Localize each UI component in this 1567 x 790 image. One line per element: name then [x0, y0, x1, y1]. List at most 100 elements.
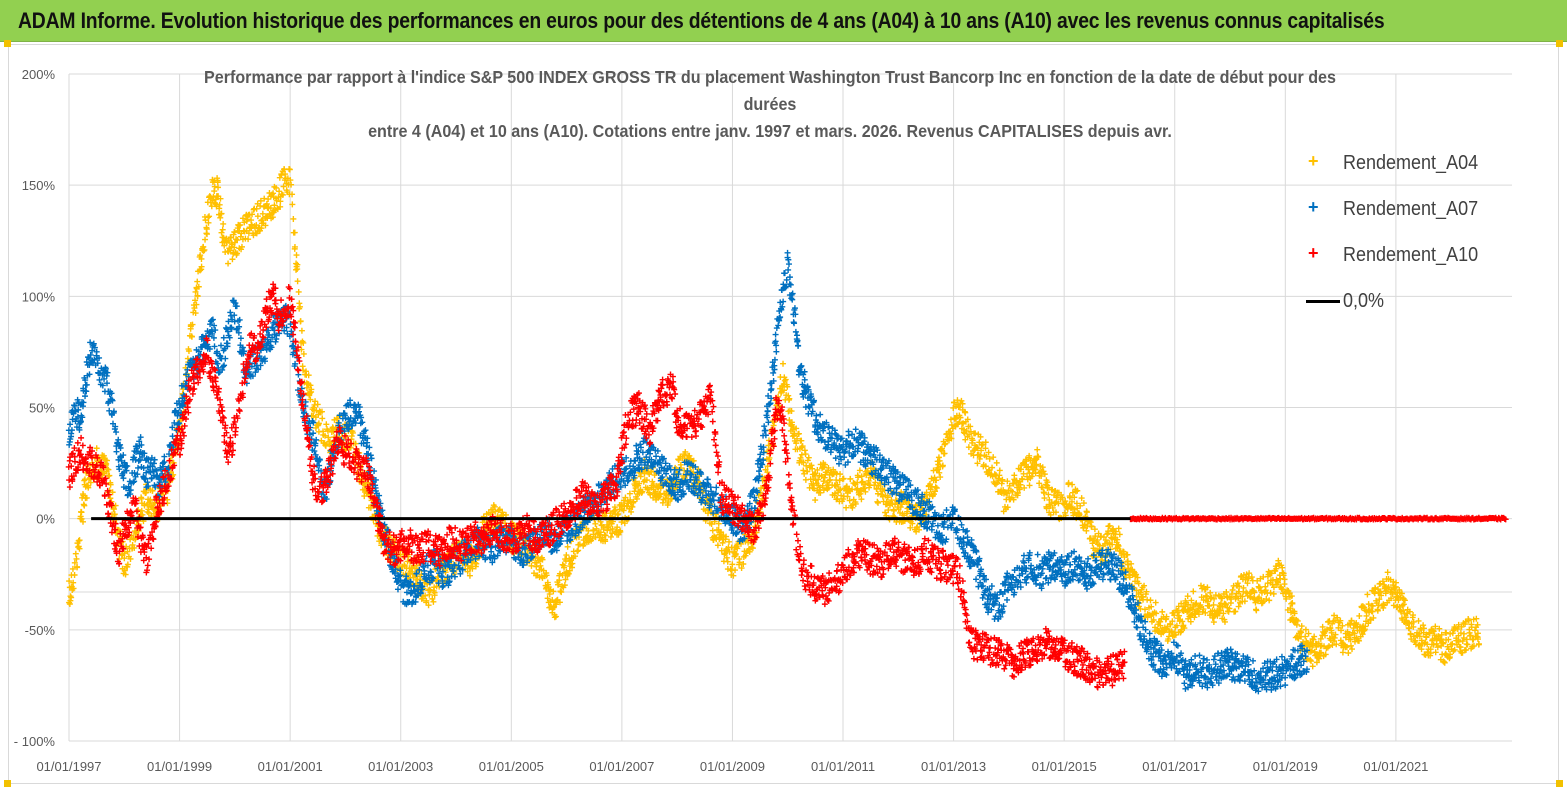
point-a04 [131, 544, 138, 551]
corner-handle-bottom-right[interactable] [1556, 780, 1563, 787]
corner-handle-top-left[interactable] [4, 40, 11, 47]
x-tick-label: 01/01/2021 [1363, 759, 1428, 774]
point-a04 [1460, 630, 1467, 637]
point-a07 [773, 348, 780, 355]
point-a04 [426, 586, 433, 593]
point-a04 [192, 310, 199, 317]
point-a04 [227, 247, 234, 254]
y-tick-label: 150% [22, 178, 56, 193]
point-a07 [394, 586, 401, 593]
point-a04 [726, 538, 733, 545]
point-a04 [422, 592, 429, 599]
point-a04 [1345, 650, 1352, 657]
point-a04 [558, 589, 565, 596]
point-a07 [237, 335, 244, 342]
point-a04 [1083, 508, 1090, 515]
point-a07 [89, 347, 96, 354]
point-a04 [1225, 608, 1232, 615]
point-a07 [421, 567, 428, 574]
point-a04 [464, 568, 471, 575]
point-a04 [231, 229, 238, 236]
point-a04 [293, 252, 300, 259]
point-a07 [135, 464, 142, 471]
x-tick-label: 01/01/2003 [368, 759, 433, 774]
point-a04 [715, 520, 722, 527]
point-a04 [705, 510, 712, 517]
point-a04 [724, 558, 731, 565]
point-a04 [561, 582, 568, 589]
point-a04 [71, 559, 78, 566]
point-a04 [1197, 582, 1204, 589]
point-a04 [615, 510, 622, 517]
point-a04 [269, 214, 276, 221]
point-a04 [793, 425, 800, 432]
corner-handle-top-right[interactable] [1556, 40, 1563, 47]
point-a04 [1298, 623, 1305, 630]
point-a04 [141, 500, 148, 507]
point-a04 [1471, 627, 1478, 634]
point-a04 [812, 497, 819, 504]
point-a04 [628, 508, 635, 515]
point-a04 [1302, 633, 1309, 640]
point-a04 [563, 552, 570, 559]
point-a04 [1190, 588, 1197, 595]
point-a07 [781, 270, 788, 277]
point-a04 [593, 525, 600, 532]
point-a04 [786, 395, 793, 402]
point-a04 [197, 252, 204, 259]
chart-frame [8, 44, 1559, 784]
point-a04 [93, 445, 100, 452]
point-a04 [265, 196, 272, 203]
point-a04 [244, 216, 251, 223]
point-a04 [262, 222, 269, 229]
x-tick-label: 01/01/2001 [258, 759, 323, 774]
y-tick-label: -50% [25, 623, 56, 638]
y-tick-label: 0% [36, 512, 55, 527]
point-a04 [229, 256, 236, 263]
point-a04 [657, 491, 664, 498]
point-a04 [736, 559, 743, 566]
point-a04 [597, 529, 604, 536]
point-a04 [231, 244, 238, 251]
point-a04 [225, 260, 232, 267]
point-a04 [215, 184, 222, 191]
point-a04 [322, 432, 329, 439]
point-a04 [281, 166, 288, 173]
point-a04 [234, 237, 241, 244]
point-a04 [254, 213, 261, 220]
point-a04 [303, 384, 310, 391]
point-a04 [149, 487, 156, 494]
point-a04 [1339, 649, 1346, 656]
point-a04 [295, 288, 302, 295]
point-a04 [423, 597, 430, 604]
point-a04 [575, 547, 582, 554]
point-a04 [188, 333, 195, 340]
corner-handle-bottom-left[interactable] [4, 780, 11, 787]
point-a07 [795, 342, 802, 349]
point-a04 [804, 468, 811, 475]
point-a04 [73, 555, 80, 562]
point-a07 [768, 385, 775, 392]
point-a04 [203, 231, 210, 238]
point-a04 [1475, 641, 1482, 648]
point-a04 [122, 571, 129, 578]
point-a04 [147, 496, 154, 503]
point-a04 [277, 198, 284, 205]
point-a04 [636, 480, 643, 487]
x-tick-label: 01/01/1999 [147, 759, 212, 774]
point-a04 [257, 202, 264, 209]
point-a04 [206, 213, 213, 220]
point-a04 [764, 469, 771, 476]
point-a04 [553, 601, 560, 608]
point-a04 [287, 177, 294, 184]
point-a04 [809, 465, 816, 472]
point-a04 [686, 452, 693, 459]
point-a04 [194, 278, 201, 285]
point-a04 [602, 538, 609, 545]
point-a04 [1159, 608, 1166, 615]
point-a04 [227, 234, 234, 241]
point-a04 [191, 305, 198, 312]
point-a04 [675, 457, 682, 464]
point-a04 [732, 567, 739, 574]
point-a04 [124, 548, 131, 555]
